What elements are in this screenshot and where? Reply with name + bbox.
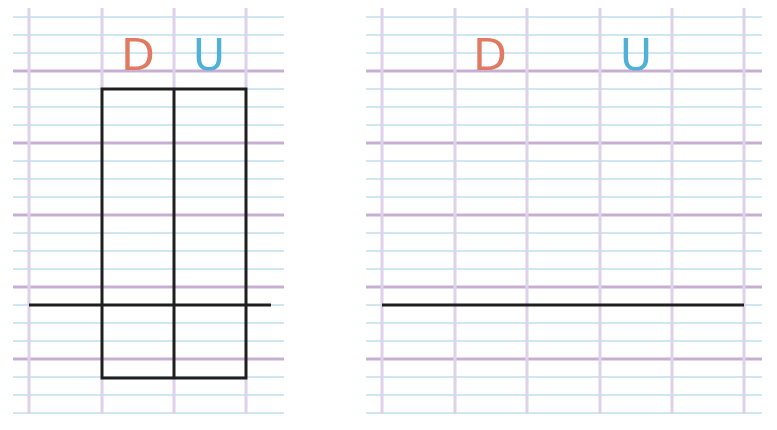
left-label-u: U — [193, 30, 225, 81]
right-grid-sheet — [366, 8, 762, 414]
right-label-u: U — [620, 30, 652, 81]
left-label-d: D — [121, 30, 155, 81]
right-label-d: D — [473, 30, 507, 81]
